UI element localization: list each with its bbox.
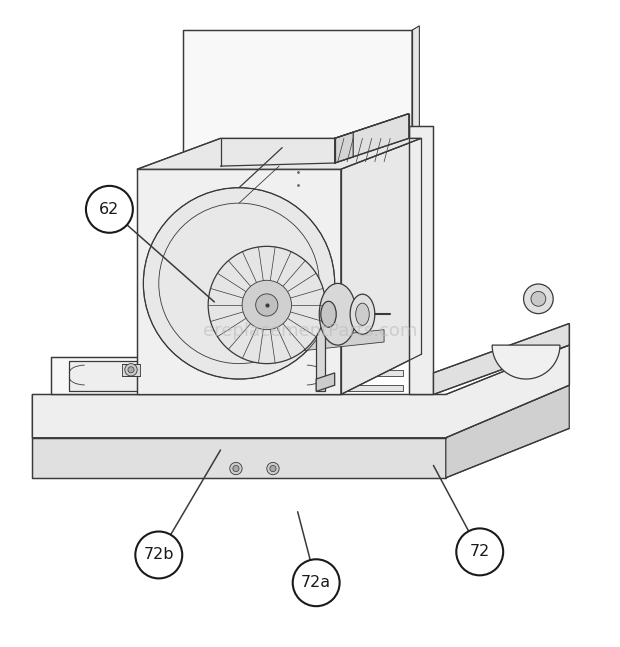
- Text: 72b: 72b: [144, 547, 174, 562]
- Polygon shape: [409, 126, 433, 395]
- Circle shape: [523, 284, 553, 314]
- Polygon shape: [298, 330, 384, 351]
- Polygon shape: [69, 360, 322, 391]
- Text: 62: 62: [99, 202, 120, 217]
- Polygon shape: [184, 30, 412, 247]
- Polygon shape: [316, 324, 326, 391]
- Circle shape: [128, 367, 134, 373]
- Circle shape: [270, 465, 276, 472]
- Polygon shape: [335, 132, 353, 163]
- Text: ereplacementParts.com: ereplacementParts.com: [203, 322, 417, 340]
- Polygon shape: [316, 373, 335, 391]
- Text: 72: 72: [469, 544, 490, 560]
- Circle shape: [456, 529, 503, 575]
- Circle shape: [233, 465, 239, 472]
- Polygon shape: [341, 138, 421, 395]
- Circle shape: [531, 291, 546, 306]
- Ellipse shape: [319, 283, 356, 345]
- Polygon shape: [51, 357, 341, 395]
- Polygon shape: [125, 385, 402, 391]
- Circle shape: [293, 559, 340, 606]
- Polygon shape: [32, 437, 446, 477]
- Circle shape: [230, 463, 242, 475]
- Ellipse shape: [350, 294, 375, 334]
- Text: 72a: 72a: [301, 575, 331, 590]
- Polygon shape: [492, 345, 560, 379]
- Ellipse shape: [321, 302, 336, 327]
- Polygon shape: [137, 138, 421, 170]
- Polygon shape: [335, 114, 409, 163]
- Circle shape: [125, 364, 137, 376]
- Polygon shape: [412, 26, 419, 247]
- Polygon shape: [122, 364, 140, 376]
- Circle shape: [86, 186, 133, 233]
- Circle shape: [208, 247, 326, 364]
- Circle shape: [255, 294, 278, 316]
- Circle shape: [267, 463, 279, 475]
- Circle shape: [143, 188, 335, 379]
- Ellipse shape: [356, 303, 370, 325]
- Polygon shape: [32, 345, 569, 437]
- Polygon shape: [125, 370, 402, 376]
- Polygon shape: [137, 170, 341, 395]
- Circle shape: [242, 280, 291, 330]
- Circle shape: [135, 531, 182, 578]
- Polygon shape: [433, 324, 569, 395]
- Polygon shape: [446, 385, 569, 477]
